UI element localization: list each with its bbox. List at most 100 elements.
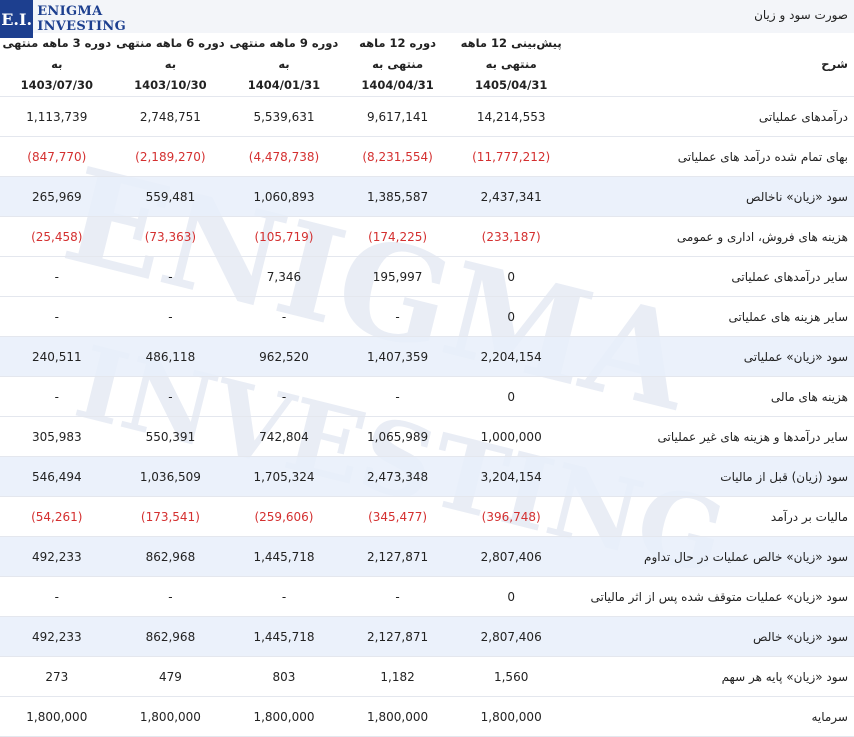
table-cell-value: 305,983 bbox=[0, 416, 114, 457]
table-cell-value: - bbox=[340, 296, 455, 337]
row-label: سود «زیان» خالص bbox=[567, 616, 854, 657]
table-cell-value: - bbox=[0, 576, 114, 617]
column-header-period: دوره 3 ماهه منتهی به bbox=[2, 36, 112, 71]
row-label: سود «زیان» خالص عملیات در حال تداوم bbox=[567, 536, 854, 577]
table-row: 492,233 862,968 1,445,718 2,127,871 2,807,40… bbox=[0, 616, 854, 657]
table-cell-value: (105,719) bbox=[227, 216, 341, 257]
table-cell-value: 1,705,324 bbox=[227, 456, 341, 497]
table-cell-value: 2,204,154 bbox=[454, 336, 568, 377]
row-label: درآمدهای عملیاتی bbox=[567, 96, 854, 137]
table-cell-value: 7,346 bbox=[227, 256, 341, 297]
table-cell-value: - bbox=[0, 296, 114, 337]
table-cell-value: 550,391 bbox=[113, 416, 228, 457]
table-cell-value: (8,231,554) bbox=[340, 136, 455, 177]
row-label: هزینه های مالی bbox=[567, 376, 854, 417]
column-header-date: 1405/04/31 bbox=[474, 78, 548, 92]
table-cell-value: 240,511 bbox=[0, 336, 114, 377]
table-cell-value: 962,520 bbox=[227, 336, 341, 377]
income-statement-table: دوره 3 ماهه منتهی به 1403/07/30 دوره 6 ماه… bbox=[0, 33, 854, 737]
table-cell-value: 0 bbox=[454, 296, 568, 337]
table-cell-value: - bbox=[340, 376, 455, 417]
column-header: دوره 3 ماهه منتهی به 1403/07/30 bbox=[0, 33, 114, 97]
table-cell-value: 1,182 bbox=[340, 656, 455, 697]
table-row: 546,494 1,036,509 1,705,324 2,473,348 3,204,… bbox=[0, 456, 854, 497]
table-header-row: دوره 3 ماهه منتهی به 1403/07/30 دوره 6 ماه… bbox=[0, 33, 854, 97]
table-cell-value: 5,539,631 bbox=[227, 96, 341, 137]
table-cell-value: 803 bbox=[227, 656, 341, 697]
row-label: مالیات بر درآمد bbox=[567, 496, 854, 537]
logo-line-1: Enigma bbox=[37, 4, 103, 19]
column-header: پیش‌بینی 12 ماهه منتهی به 1405/04/31 bbox=[454, 33, 568, 97]
table-cell-value: - bbox=[113, 576, 228, 617]
table-cell-value: (54,261) bbox=[0, 496, 114, 537]
table-cell-value: - bbox=[227, 296, 341, 337]
row-label: سرمایه bbox=[567, 696, 854, 737]
table-cell-value: 2,437,341 bbox=[454, 176, 568, 217]
column-header-period: دوره 6 ماهه منتهی به bbox=[116, 36, 225, 71]
table-cell-value: 742,804 bbox=[227, 416, 341, 457]
column-header-period: پیش‌بینی 12 ماهه منتهی به bbox=[460, 36, 562, 71]
logo-line-2: Investing bbox=[37, 19, 126, 34]
table-cell-value: (2,189,270) bbox=[113, 136, 228, 177]
column-header-period: دوره 9 ماهه منتهی به bbox=[229, 36, 339, 71]
table-cell-value: - bbox=[113, 256, 228, 297]
table-cell-value: 14,214,553 bbox=[454, 96, 568, 137]
row-label: سود (زیان) قبل از مالیات bbox=[567, 456, 854, 497]
table-row: - - - -0 هزینه های مالی bbox=[0, 376, 854, 417]
table-cell-value: 2,127,871 bbox=[340, 616, 455, 657]
table-cell-value: - bbox=[340, 576, 455, 617]
row-label: سود «زیان» پایه هر سهم bbox=[567, 656, 854, 697]
table-cell-value: 546,494 bbox=[0, 456, 114, 497]
logo-text: Enigma Investing bbox=[37, 4, 126, 34]
table-cell-value: 479 bbox=[113, 656, 228, 697]
table-cell-value: 1,800,000 bbox=[113, 696, 228, 737]
table-cell-value: - bbox=[0, 256, 114, 297]
column-header-date: 1403/10/30 bbox=[134, 78, 207, 92]
table-cell-value: 2,807,406 bbox=[454, 616, 568, 657]
column-header-date: 1404/01/31 bbox=[247, 78, 321, 92]
table-row: - -7,346 195,997 0 سایر درآمدهای عملیاتی bbox=[0, 256, 854, 297]
column-header-description: شرح bbox=[567, 33, 854, 97]
table-cell-value: 2,748,751 bbox=[113, 96, 228, 137]
table-row: 1,800,000 1,800,000 1,800,000 1,800,000 1,80… bbox=[0, 696, 854, 737]
table-cell-value: 486,118 bbox=[113, 336, 228, 377]
table-cell-value: 1,065,989 bbox=[340, 416, 455, 457]
table-cell-value: (25,458) bbox=[0, 216, 114, 257]
table-cell-value: (73,363) bbox=[113, 216, 228, 257]
column-header: دوره 12 ماهه منتهی به 1404/04/31 bbox=[340, 33, 455, 97]
table-row: 273 479 803 1,182 1,560 سود «زیان» پایه هر سه… bbox=[0, 656, 854, 697]
table-row: - - - -0 سود «زیان» عملیات متوقف شده پس از ا… bbox=[0, 576, 854, 617]
table-cell-value: - bbox=[0, 376, 114, 417]
table-cell-value: 2,473,348 bbox=[340, 456, 455, 497]
table-row: (54,261) (173,541) (259,606) (345,477) (396,… bbox=[0, 496, 854, 537]
table-cell-value: 2,807,406 bbox=[454, 536, 568, 577]
table-cell-value: 265,969 bbox=[0, 176, 114, 217]
column-header: دوره 6 ماهه منتهی به 1403/10/30 bbox=[113, 33, 228, 97]
table-cell-value: 1,445,718 bbox=[227, 616, 341, 657]
table-cell-value: 1,800,000 bbox=[0, 696, 114, 737]
table-cell-value: (396,748) bbox=[454, 496, 568, 537]
table-cell-value: 1,800,000 bbox=[227, 696, 341, 737]
table-cell-value: 1,036,509 bbox=[113, 456, 228, 497]
table-cell-value: - bbox=[227, 376, 341, 417]
table-cell-value: (4,478,738) bbox=[227, 136, 341, 177]
table-body: 1,113,739 2,748,751 5,539,631 9,617,141 14,2… bbox=[0, 96, 854, 737]
column-header-period: دوره 12 ماهه منتهی به bbox=[359, 36, 437, 71]
table-cell-value: 1,560 bbox=[454, 656, 568, 697]
table-row: 265,969 559,481 1,060,893 1,385,587 2,437,34… bbox=[0, 176, 854, 217]
table-cell-value: 9,617,141 bbox=[340, 96, 455, 137]
table-row: 492,233 862,968 1,445,718 2,127,871 2,807,40… bbox=[0, 536, 854, 577]
table-cell-value: (345,477) bbox=[340, 496, 455, 537]
table-cell-value: 862,968 bbox=[113, 536, 228, 577]
table-cell-value: 1,060,893 bbox=[227, 176, 341, 217]
table-cell-value: (11,777,212) bbox=[454, 136, 568, 177]
table-cell-value: (173,541) bbox=[113, 496, 228, 537]
table-cell-value: (174,225) bbox=[340, 216, 455, 257]
logo-mark: E.I. bbox=[0, 0, 34, 38]
table-cell-value: 1,445,718 bbox=[227, 536, 341, 577]
table-cell-value: (259,606) bbox=[227, 496, 341, 537]
table-row: - - - -0 سایر هزینه های عملیاتی bbox=[0, 296, 854, 337]
table-cell-value: 862,968 bbox=[113, 616, 228, 657]
table-row: (847,770) (2,189,270) (4,478,738) (8,231,55… bbox=[0, 136, 854, 177]
row-label: هزینه های فروش، اداری و عمومی bbox=[567, 216, 854, 257]
